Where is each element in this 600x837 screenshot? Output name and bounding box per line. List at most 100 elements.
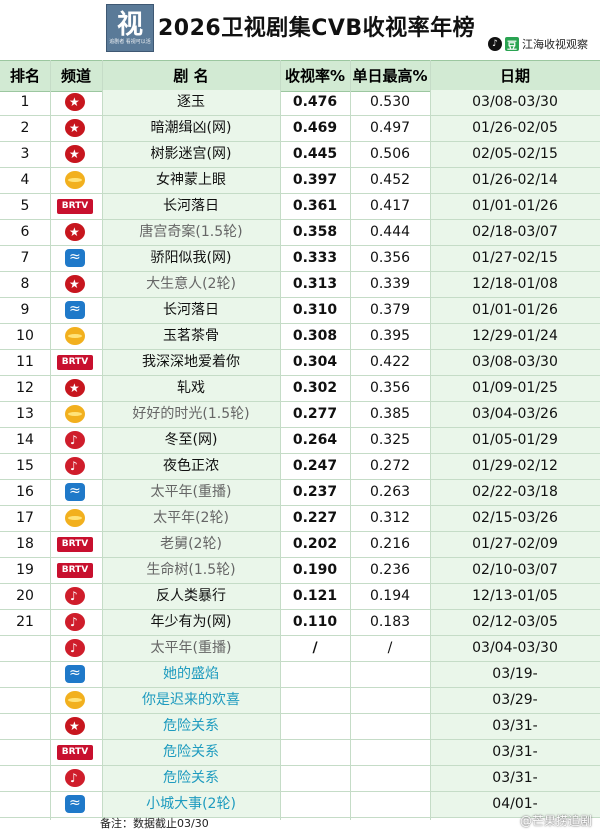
peak-cell: 0.444 [369,224,411,240]
page-title: 2026卫视剧集CVB收视率年榜 [158,16,476,41]
table-row: 1 逐玉 0.476 0.530 03/08-03/30 [0,90,600,116]
zhejiang-tv-icon [65,300,85,319]
peak-cell: 0.417 [369,198,411,214]
table-row: 9 长河落日 0.310 0.379 01/01-01/26 [0,298,600,324]
peak-cell: 0.497 [369,120,411,136]
logo-glyph: 视 [116,9,143,40]
divider [102,60,103,820]
date-cell: 02/15-03/26 [430,506,600,531]
table-row: 18 老舅(2轮) 0.202 0.216 01/27-02/09 [0,532,600,558]
table-row: 19 生命树(1.5轮) 0.190 0.236 02/10-03/07 [0,558,600,584]
divider [430,60,431,820]
channel-cell [50,298,102,323]
table-row: 5 长河落日 0.361 0.417 01/01-01/26 [0,194,600,220]
peak-cell: 0.506 [369,146,411,162]
hunan-tv-icon [65,327,85,345]
rank-cell [0,688,50,713]
table-row: 21 年少有为(网) 0.110 0.183 02/12-03/05 [0,610,600,636]
peak-cell: 0.530 [369,94,411,110]
channel-cell [50,402,102,427]
rating-cell: 0.361 [292,198,338,214]
rank-cell: 10 [16,328,34,344]
table-row: 2 暗潮缉凶(网) 0.469 0.497 01/26-02/05 [0,116,600,142]
date-cell: 12/18-01/08 [430,272,600,297]
channel-cell [50,116,102,141]
logo-subtitle: 追剧者 看视可以活 [109,38,151,45]
brand: ♪ 豆 江海收视观察 [488,36,588,52]
channel-cell [50,506,102,531]
drama-title: 大生意人(2轮) [102,272,280,297]
channel-cell [50,246,102,271]
table-row: 17 太平年(2轮) 0.227 0.312 02/15-03/26 [0,506,600,532]
divider [280,60,281,820]
rank-cell: 7 [20,250,30,266]
drama-title: 骄阳似我(网) [102,246,280,271]
rating-cell: 0.308 [292,328,338,344]
drama-title: 长河落日 [102,194,280,219]
rating-cell: 0.202 [292,536,338,552]
dragon-tv-icon [65,93,85,111]
channel-cell [50,610,102,635]
peak-cell: 0.325 [369,432,411,448]
date-cell: 03/31- [430,740,600,765]
date-cell: 03/29- [430,688,600,713]
zhejiang-tv-icon [65,248,85,267]
date-cell: 12/13-01/05 [430,584,600,609]
peak-cell [350,662,430,687]
rank-cell: 13 [16,406,34,422]
peak-cell: 0.263 [369,484,411,500]
rating-cell: 0.264 [292,432,338,448]
date-cell: 01/27-02/09 [430,532,600,557]
peak-cell [350,688,430,713]
col-date: 日期 [499,67,530,85]
drama-title: 危险关系 [102,714,280,739]
rating-cell: 0.310 [292,302,338,318]
jiangsu-tv-icon [65,769,85,787]
col-title: 剧 名 [173,67,209,85]
jiangsu-tv-icon [65,639,85,657]
rank-cell: 15 [16,458,34,474]
channel-cell [50,688,102,713]
peak-cell [350,792,430,817]
drama-title: 危险关系 [102,766,280,791]
date-cell: 02/12-03/05 [430,610,600,635]
table-row: 7 骄阳似我(网) 0.333 0.356 01/27-02/15 [0,246,600,272]
rating-cell: 0.358 [292,224,338,240]
footnote: 备注：数据截止03/30 [100,817,209,830]
channel-cell [50,194,102,219]
divider [350,60,351,820]
channel-cell [50,90,102,115]
rating-cell: 0.121 [292,588,338,604]
rank-cell: 2 [20,120,30,136]
dragon-tv-icon [65,717,85,735]
douban-icon: 豆 [505,37,519,52]
dragon-tv-icon [65,275,85,293]
rating-cell: 0.397 [292,172,338,188]
channel-cell [50,168,102,193]
col-rate: 收视率% [284,67,346,85]
channel-cell [50,740,102,765]
date-cell: 01/01-01/26 [430,194,600,219]
drama-title: 危险关系 [102,740,280,765]
drama-title: 夜色正浓 [102,454,280,479]
rating-cell [280,740,350,765]
table-row: 危险关系 03/31- [0,740,600,766]
table-row: 8 大生意人(2轮) 0.313 0.339 12/18-01/08 [0,272,600,298]
rating-cell: 0.277 [292,406,338,422]
peak-cell: / [387,640,393,656]
table-row: 16 太平年(重播) 0.237 0.263 02/22-03/18 [0,480,600,506]
rating-cell: / [312,640,318,656]
table-row: 10 玉茗茶骨 0.308 0.395 12/29-01/24 [0,324,600,350]
rank-cell: 5 [20,198,30,214]
zhejiang-tv-icon [65,482,85,501]
dragon-tv-icon [65,223,85,241]
table-row: 15 夜色正浓 0.247 0.272 01/29-02/12 [0,454,600,480]
drama-title: 我深深地爱着你 [102,350,280,375]
hunan-tv-icon [65,509,85,527]
zhejiang-tv-icon [65,794,85,813]
channel-cell [50,636,102,661]
peak-cell: 0.272 [369,458,411,474]
date-cell: 02/22-03/18 [430,480,600,505]
table-row: 危险关系 03/31- [0,766,600,792]
peak-cell [350,714,430,739]
